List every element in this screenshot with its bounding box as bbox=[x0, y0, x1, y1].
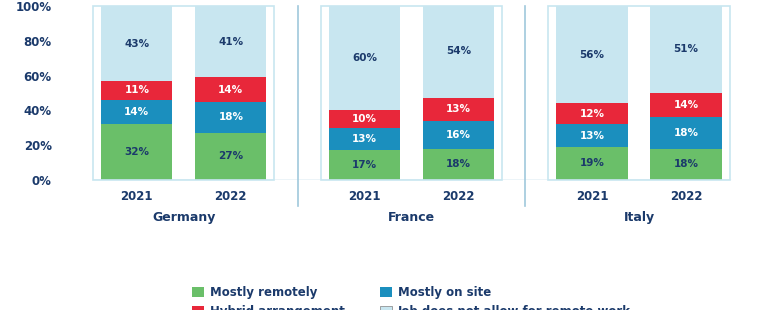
Bar bbox=[329, 110, 400, 128]
Legend: Mostly remotely, Hybrid arrangement, Mostly on site, Job does not allow for remo: Mostly remotely, Hybrid arrangement, Mos… bbox=[188, 281, 635, 310]
Text: Germany: Germany bbox=[152, 211, 215, 224]
Text: 51%: 51% bbox=[674, 44, 698, 54]
Bar bbox=[423, 148, 494, 180]
Bar bbox=[423, 4, 494, 98]
Bar bbox=[651, 4, 721, 93]
Text: 14%: 14% bbox=[125, 107, 149, 117]
Text: 18%: 18% bbox=[218, 112, 243, 122]
Bar bbox=[329, 6, 400, 110]
Text: Italy: Italy bbox=[624, 211, 654, 224]
Bar bbox=[556, 6, 628, 104]
Text: 10%: 10% bbox=[352, 114, 377, 124]
Text: 13%: 13% bbox=[446, 104, 471, 114]
Bar bbox=[102, 100, 172, 124]
Text: 43%: 43% bbox=[125, 38, 149, 49]
Bar bbox=[556, 124, 628, 147]
Bar bbox=[651, 117, 721, 148]
Text: 12%: 12% bbox=[580, 109, 604, 119]
Text: 18%: 18% bbox=[674, 159, 698, 169]
Bar bbox=[423, 121, 494, 148]
Bar bbox=[195, 6, 267, 78]
Bar bbox=[329, 128, 400, 150]
Text: 17%: 17% bbox=[352, 160, 377, 170]
Text: 56%: 56% bbox=[580, 50, 604, 60]
Bar bbox=[329, 150, 400, 180]
Text: 18%: 18% bbox=[674, 128, 698, 138]
Text: 32%: 32% bbox=[125, 147, 149, 157]
Text: 13%: 13% bbox=[352, 134, 377, 144]
Bar bbox=[556, 104, 628, 124]
Text: 13%: 13% bbox=[580, 131, 604, 140]
Bar bbox=[651, 148, 721, 180]
Text: 27%: 27% bbox=[218, 151, 244, 162]
Bar bbox=[556, 147, 628, 180]
Text: 18%: 18% bbox=[446, 159, 471, 169]
Text: 14%: 14% bbox=[218, 85, 244, 95]
Text: 54%: 54% bbox=[446, 46, 471, 56]
Text: 16%: 16% bbox=[446, 130, 471, 140]
Bar bbox=[102, 124, 172, 180]
Text: 11%: 11% bbox=[125, 85, 149, 95]
Bar bbox=[102, 81, 172, 100]
Bar bbox=[102, 6, 172, 81]
Text: 60%: 60% bbox=[352, 53, 377, 63]
Bar bbox=[651, 93, 721, 117]
Text: 14%: 14% bbox=[674, 100, 698, 110]
Bar bbox=[195, 133, 267, 180]
Bar bbox=[195, 102, 267, 133]
Bar bbox=[423, 98, 494, 121]
Text: France: France bbox=[388, 211, 435, 224]
Bar bbox=[195, 78, 267, 102]
Text: 19%: 19% bbox=[580, 158, 604, 168]
Text: 41%: 41% bbox=[218, 37, 244, 47]
